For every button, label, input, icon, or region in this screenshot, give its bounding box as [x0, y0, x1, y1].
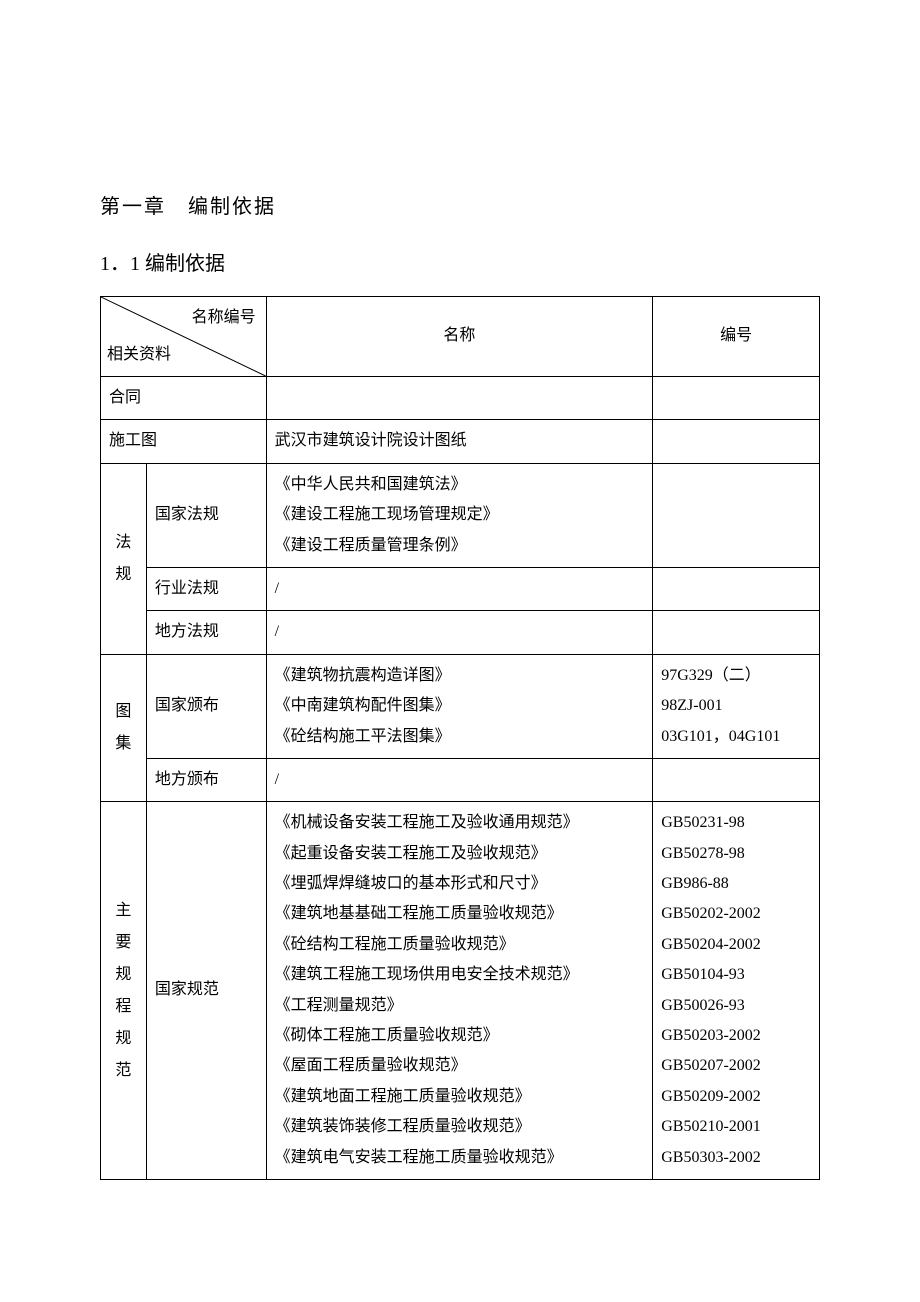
national-reg-label: 国家法规	[146, 463, 266, 567]
atlas-category-text: 图集	[115, 703, 131, 752]
local-reg-label: 地方法规	[146, 611, 266, 654]
local-atlas-label: 地方颁布	[146, 758, 266, 801]
national-reg-code	[653, 463, 820, 567]
code-column-header: 编号	[653, 297, 820, 377]
standards-category-text: 主要规程规范	[115, 902, 131, 1079]
diagonal-bottom-label: 相关资料	[107, 340, 171, 370]
contract-label: 合同	[101, 377, 267, 420]
local-reg-code	[653, 611, 820, 654]
reference-table: 名称编号 相关资料 名称 编号 合同 施工图 武汉市建筑设计院设计图纸 法规 国…	[100, 296, 820, 1180]
national-atlas-label: 国家颁布	[146, 654, 266, 758]
regulations-category: 法规	[101, 463, 147, 654]
drawing-name: 武汉市建筑设计院设计图纸	[266, 420, 653, 463]
contract-code	[653, 377, 820, 420]
industry-reg-name: /	[266, 567, 653, 610]
table-header-row: 名称编号 相关资料 名称 编号	[101, 297, 820, 377]
local-atlas-name: /	[266, 758, 653, 801]
national-reg-name: 《中华人民共和国建筑法》 《建设工程施工现场管理规定》 《建设工程质量管理条例》	[266, 463, 653, 567]
table-row: 主要规程规范 国家规范 《机械设备安装工程施工及验收通用规范》 《起重设备安装工…	[101, 802, 820, 1180]
diagonal-top-label: 名称编号	[192, 303, 256, 333]
table-row: 行业法规 /	[101, 567, 820, 610]
industry-reg-code	[653, 567, 820, 610]
local-reg-name: /	[266, 611, 653, 654]
drawing-label: 施工图	[101, 420, 267, 463]
table-row: 地方法规 /	[101, 611, 820, 654]
atlas-category: 图集	[101, 654, 147, 802]
regulations-category-text: 法规	[115, 534, 131, 583]
table-row: 施工图 武汉市建筑设计院设计图纸	[101, 420, 820, 463]
drawing-code	[653, 420, 820, 463]
national-std-name: 《机械设备安装工程施工及验收通用规范》 《起重设备安装工程施工及验收规范》 《埋…	[266, 802, 653, 1180]
section-title: 1．1 编制依据	[100, 247, 820, 276]
national-atlas-name: 《建筑物抗震构造详图》 《中南建筑构配件图集》 《砼结构施工平法图集》	[266, 654, 653, 758]
chapter-title: 第一章 编制依据	[100, 190, 820, 219]
national-atlas-code: 97G329（二） 98ZJ-001 03G101，04G101	[653, 654, 820, 758]
standards-category: 主要规程规范	[101, 802, 147, 1180]
industry-reg-label: 行业法规	[146, 567, 266, 610]
table-row: 合同	[101, 377, 820, 420]
local-atlas-code	[653, 758, 820, 801]
diagonal-header-cell: 名称编号 相关资料	[101, 297, 267, 377]
national-std-code: GB50231-98 GB50278-98 GB986-88 GB50202-2…	[653, 802, 820, 1180]
table-row: 法规 国家法规 《中华人民共和国建筑法》 《建设工程施工现场管理规定》 《建设工…	[101, 463, 820, 567]
table-row: 图集 国家颁布 《建筑物抗震构造详图》 《中南建筑构配件图集》 《砼结构施工平法…	[101, 654, 820, 758]
name-column-header: 名称	[266, 297, 653, 377]
contract-name	[266, 377, 653, 420]
table-row: 地方颁布 /	[101, 758, 820, 801]
national-std-label: 国家规范	[146, 802, 266, 1180]
